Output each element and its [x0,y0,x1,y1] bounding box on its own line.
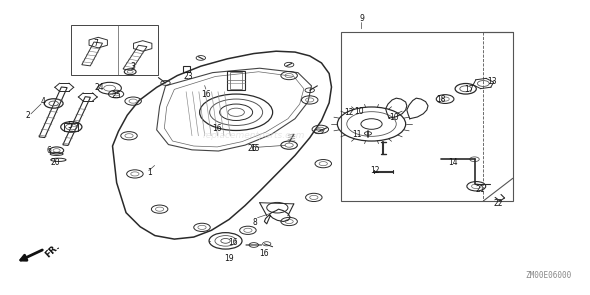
Text: 1: 1 [148,168,152,177]
Text: 10: 10 [354,107,363,116]
Bar [71,25,159,75]
Text: 3: 3 [131,62,136,71]
Text: 20: 20 [50,158,60,167]
Text: 13: 13 [487,77,497,86]
Bar [230,72,242,89]
Text: 7: 7 [94,39,99,48]
Bar [64,122,78,131]
Text: 2: 2 [26,111,31,120]
Text: 5: 5 [68,121,73,130]
Text: 11: 11 [352,130,362,139]
Text: 10: 10 [389,113,399,122]
Text: 14: 14 [448,158,458,167]
Text: FR.: FR. [43,242,61,260]
Text: 19: 19 [224,254,234,263]
Text: 21: 21 [476,185,485,194]
Text: 16: 16 [201,90,211,99]
Bar [183,66,190,72]
Bar [341,32,513,201]
Text: 25: 25 [112,91,121,100]
Text: 9: 9 [359,14,364,23]
Text: 16: 16 [260,249,269,258]
Text: 12: 12 [345,108,354,117]
Text: 16: 16 [212,124,222,133]
Text: 15: 15 [250,144,260,153]
Text: 8: 8 [253,218,257,227]
Bar [227,71,245,90]
Text: 16: 16 [228,237,238,247]
Text: 6: 6 [47,146,51,155]
Text: 23: 23 [183,72,193,81]
Text: 22: 22 [493,199,503,208]
Text: ZM00E06000: ZM00E06000 [526,271,572,280]
Text: 26: 26 [248,144,257,153]
Text: 18: 18 [436,95,445,104]
Text: 24: 24 [95,83,104,92]
Text: 12: 12 [370,166,379,175]
Text: replacementparts.com: replacementparts.com [202,131,305,140]
Text: 4: 4 [41,97,45,106]
Text: 17: 17 [464,85,473,94]
